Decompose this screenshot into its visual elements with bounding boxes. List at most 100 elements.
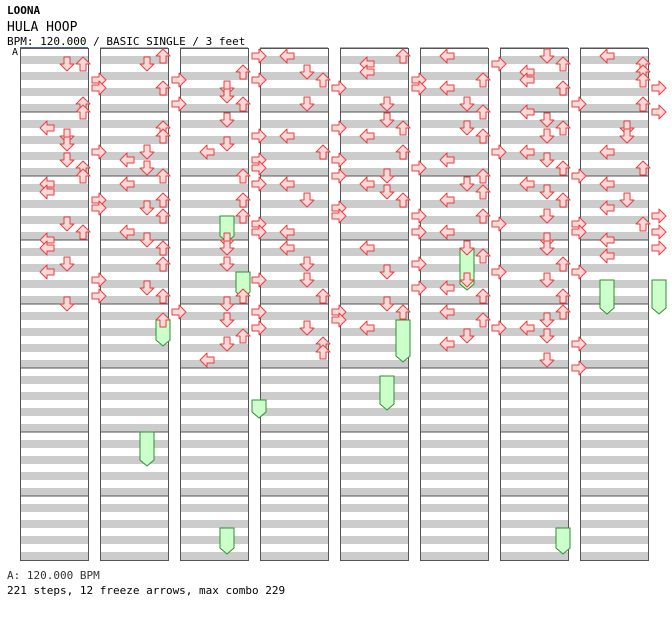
up-arrow [555,80,571,96]
beat-stripe [501,392,568,400]
beat-stripe [341,216,408,224]
beat-stripe [181,168,248,176]
right-arrow [651,104,667,120]
down-arrow [539,112,555,128]
left-arrow [519,176,535,192]
freeze-arrow [219,527,235,555]
beat-stripe [341,312,408,320]
beat-stripe [501,72,568,80]
beat-stripe [181,120,248,128]
beat-stripe [501,136,568,144]
right-arrow [331,312,347,328]
up-arrow [155,192,171,208]
beat-stripe [421,376,488,384]
up-arrow [315,72,331,88]
beat-stripe [261,280,328,288]
down-arrow [459,272,475,288]
beat-stripe [581,392,648,400]
up-arrow [75,168,91,184]
down-arrow [299,272,315,288]
beat-stripe [341,328,408,336]
beat-stripe [261,232,328,240]
beat-stripe [341,552,408,560]
down-arrow [139,160,155,176]
up-arrow [475,168,491,184]
down-arrow [299,320,315,336]
up-arrow [315,344,331,360]
beat-stripe [261,72,328,80]
up-arrow [555,288,571,304]
beat-stripe [581,520,648,528]
beat-stripe [101,200,168,208]
left-arrow [439,48,455,64]
beat-stripe [341,408,408,416]
right-arrow [251,176,267,192]
down-arrow [59,296,75,312]
beat-stripe [341,344,408,352]
beat-stripe [21,552,88,560]
beat-stripe [101,440,168,448]
left-arrow [199,352,215,368]
right-arrow [571,264,587,280]
right-arrow [331,80,347,96]
beat-stripe [101,280,168,288]
up-arrow [155,128,171,144]
beat-stripe [421,312,488,320]
beat-stripe [501,296,568,304]
right-arrow [91,200,107,216]
beat-stripe [421,520,488,528]
up-arrow [475,104,491,120]
beat-stripe [501,376,568,384]
right-arrow [331,120,347,136]
up-arrow [555,256,571,272]
up-arrow [155,288,171,304]
beat-stripe [501,56,568,64]
beat-stripe [581,552,648,560]
beat-stripe [501,552,568,560]
beat-stripe [501,344,568,352]
up-arrow [635,72,651,88]
down-arrow [139,56,155,72]
beat-stripe [581,536,648,544]
up-arrow [235,96,251,112]
beat-stripe [261,520,328,528]
up-arrow [235,288,251,304]
beat-stripe [421,152,488,160]
beat-stripe [421,232,488,240]
down-arrow [539,240,555,256]
beat-stripe [101,184,168,192]
beat-stripe [181,344,248,352]
beat-stripe [21,200,88,208]
chart-column [100,47,169,561]
down-arrow [219,88,235,104]
beat-stripe [21,424,88,432]
right-arrow [571,224,587,240]
left-arrow [519,320,535,336]
beat-stripe [181,536,248,544]
beat-stripe [181,248,248,256]
beat-stripe [421,136,488,144]
beat-stripe [261,168,328,176]
beat-stripe [421,328,488,336]
beat-stripe [101,456,168,464]
freeze-arrow [599,279,615,315]
beat-stripe [181,152,248,160]
beat-stripe [181,456,248,464]
beat-stripe [421,280,488,288]
beat-stripe [581,248,648,256]
beat-stripe [21,408,88,416]
beat-stripe [341,296,408,304]
up-arrow [235,192,251,208]
down-arrow [219,240,235,256]
beat-stripe [581,216,648,224]
beat-stripe [261,360,328,368]
beat-stripe [181,392,248,400]
beat-stripe [421,360,488,368]
beat-stripe [261,56,328,64]
up-arrow [635,160,651,176]
beat-stripe [341,488,408,496]
beat-stripe [341,536,408,544]
beat-stripe [581,200,648,208]
down-arrow [59,152,75,168]
beat-stripe [261,440,328,448]
